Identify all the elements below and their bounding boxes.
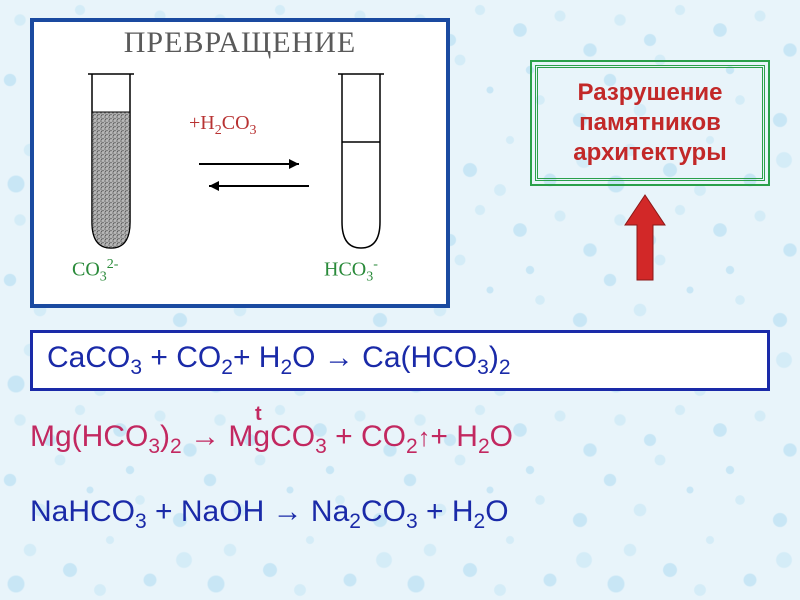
left-co: CO xyxy=(72,259,100,281)
tubes-area: +H2CO3 CO32- HCO3- xyxy=(34,62,446,272)
red-arrow-icon xyxy=(620,190,670,295)
info-box: Разрушение памятников архитектуры xyxy=(535,65,765,181)
right-sup: - xyxy=(373,257,378,272)
reagent-label: +H2CO3 xyxy=(189,112,257,139)
reagent-plus: + xyxy=(189,112,200,134)
test-tube-right xyxy=(334,72,388,252)
right-tube-label: HCO3- xyxy=(324,257,378,286)
info-box-outer: Разрушение памятников архитектуры xyxy=(530,60,770,186)
info-line2: памятников xyxy=(544,108,756,138)
equation-1-box: CaCO3 + CO2+ H2O → Ca(HCO3)2 xyxy=(30,330,770,391)
diagram-box: ПРЕВРАЩЕНИЕ xyxy=(30,18,450,308)
slide-content: ПРЕВРАЩЕНИЕ xyxy=(0,0,800,600)
equation-3: NaHCO3 + NaOH → Na2CO3 + H2O xyxy=(30,495,770,534)
test-tube-left xyxy=(84,72,138,252)
reagent-sub3: 3 xyxy=(250,123,257,138)
left-sup: 2- xyxy=(107,257,119,272)
left-tube-label: CO32- xyxy=(72,257,118,286)
reagent-co: CO xyxy=(222,112,250,134)
equilibrium-arrows xyxy=(194,152,314,207)
left-sub3: 3 xyxy=(100,270,107,285)
info-line1: Разрушение xyxy=(544,78,756,108)
right-hco: HCO xyxy=(324,259,366,281)
reagent-sub2: 2 xyxy=(215,123,222,138)
equation-2: Mg(HCO3)2 → MgCO3 + CO2↑+ H2O xyxy=(30,420,770,459)
reagent-h: H xyxy=(200,112,214,134)
diagram-title: ПРЕВРАЩЕНИЕ xyxy=(34,22,446,62)
info-line3: архитектуры xyxy=(544,138,756,168)
